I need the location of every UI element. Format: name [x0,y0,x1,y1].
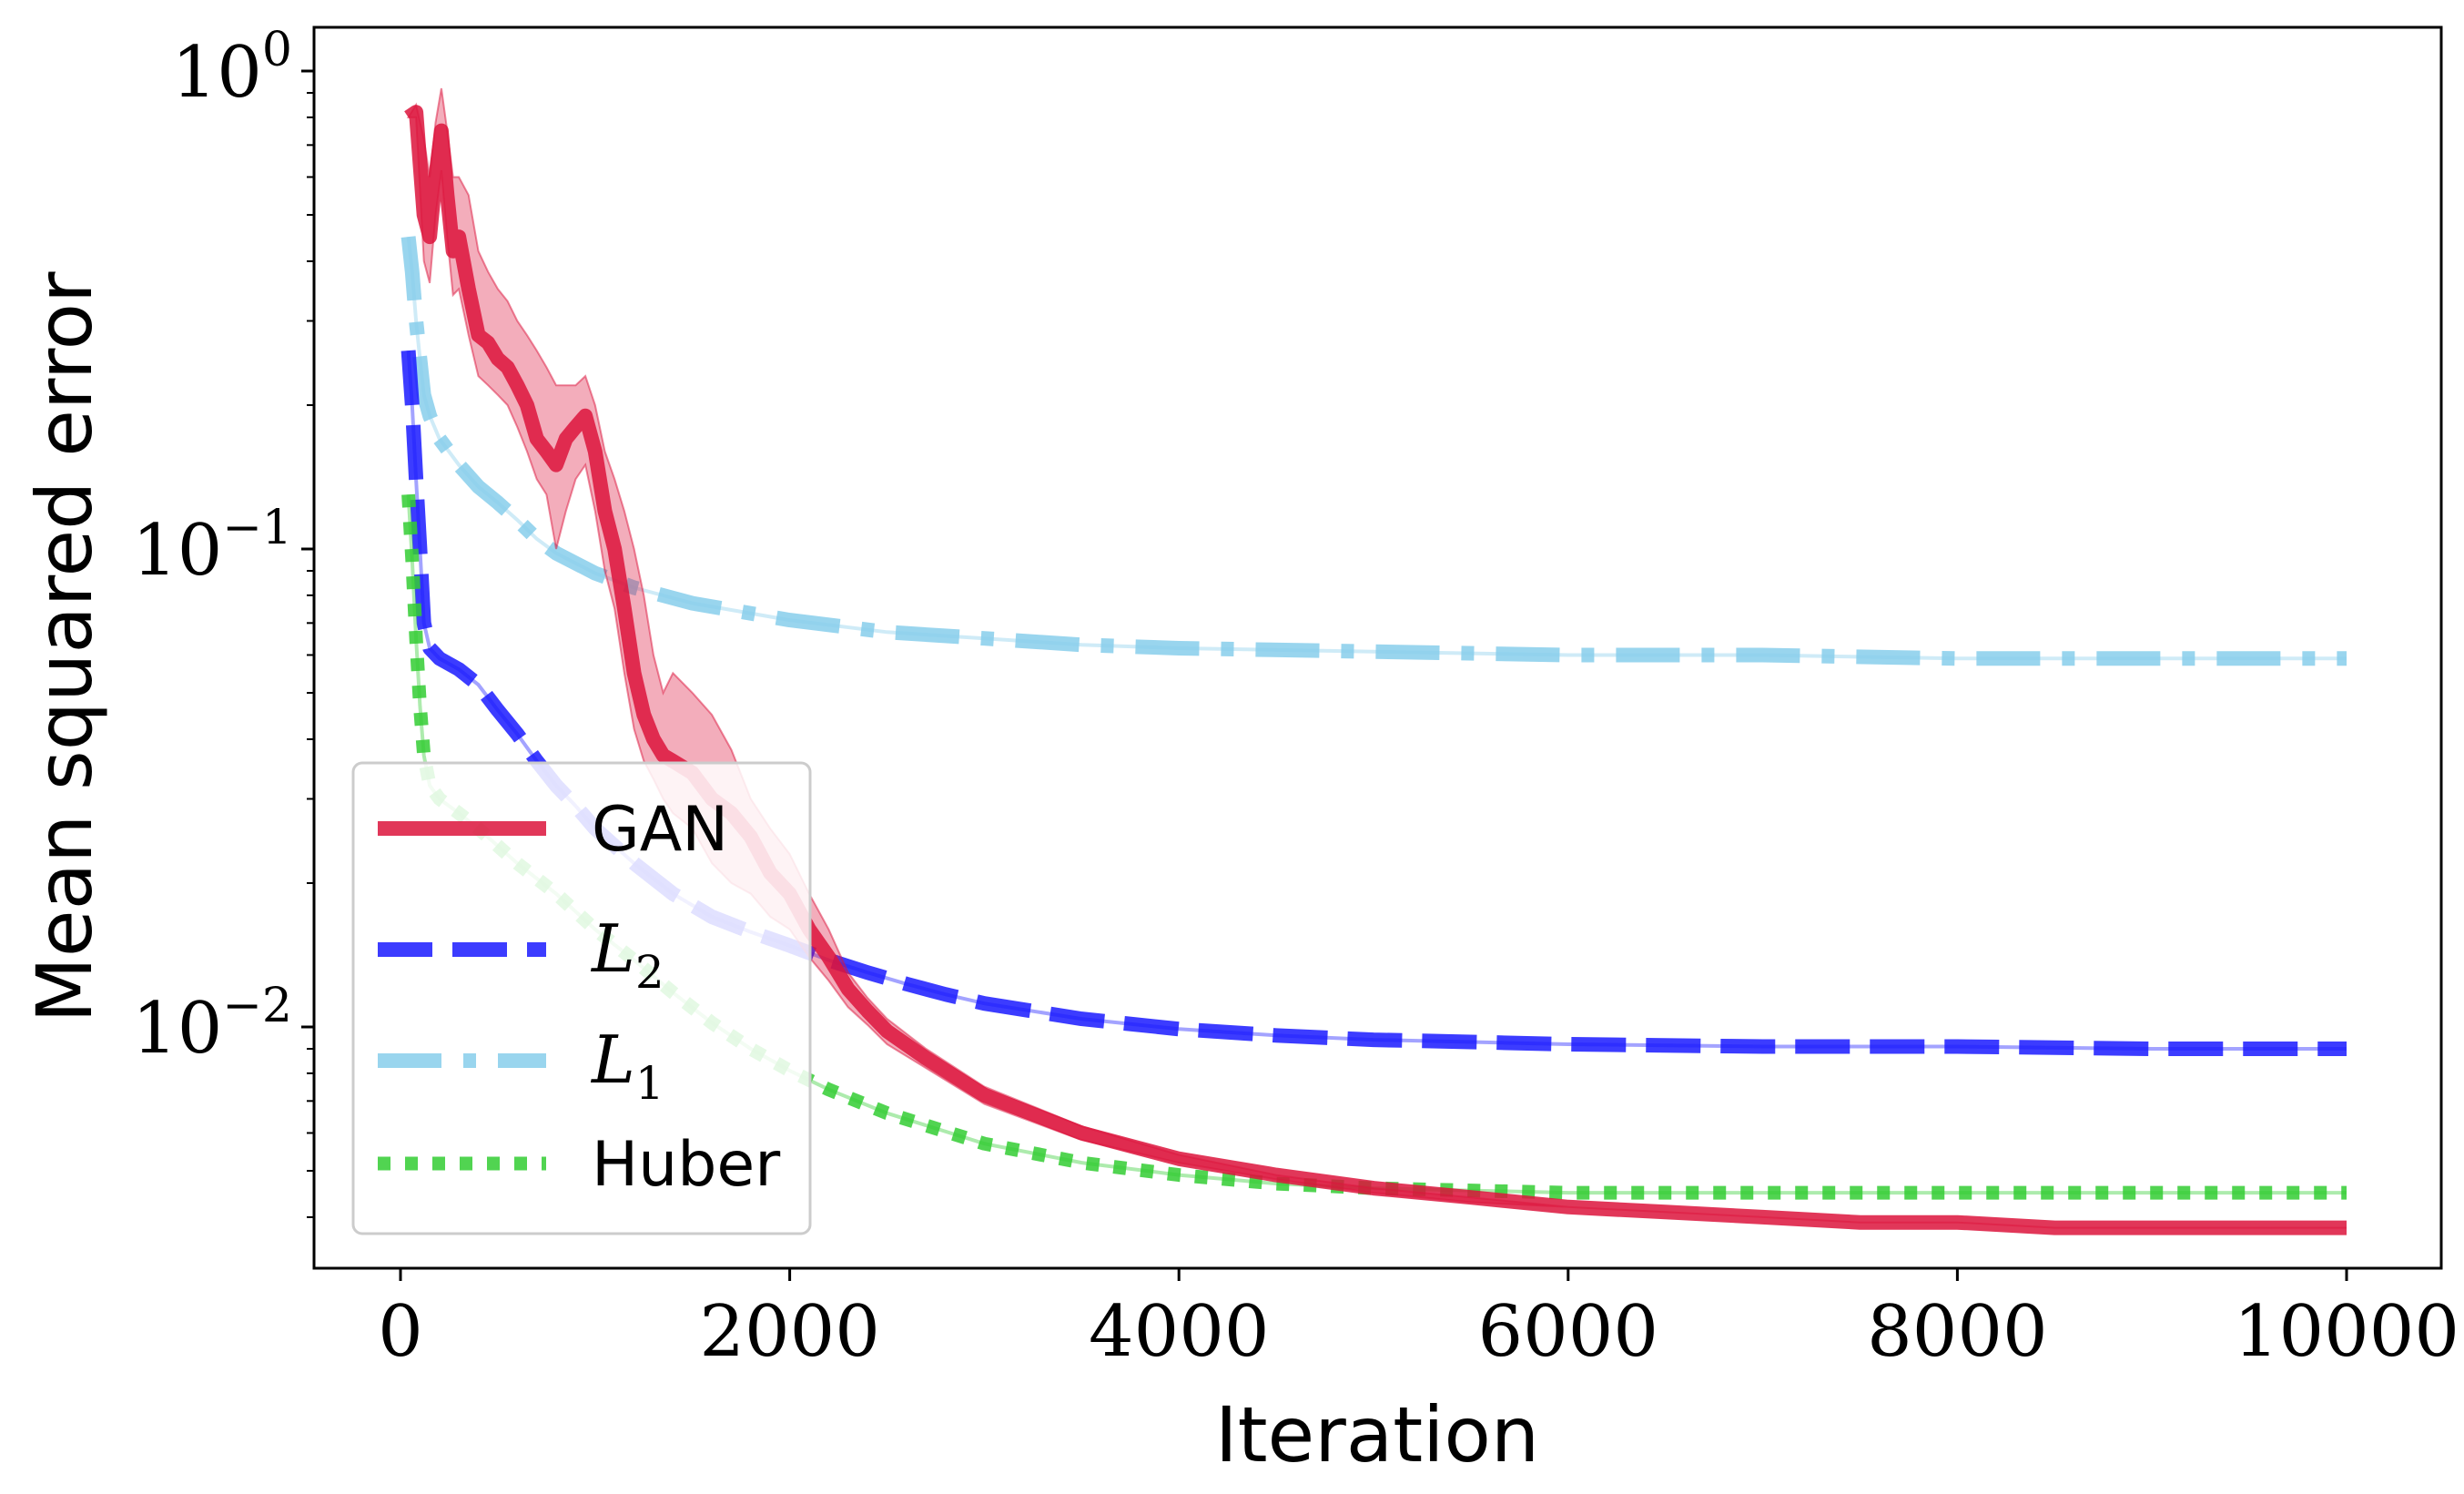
legend-label-text: L [590,1021,635,1098]
legend-label-subscript: 2 [635,946,664,999]
series-L1 [401,236,2347,666]
y-tick-exponent: 0 [262,23,292,77]
x-tick-label: 6000 [1478,1291,1659,1373]
x-tick-label: 2000 [699,1291,880,1373]
legend-label-subscript: 1 [635,1057,664,1110]
series-line-L1 [401,236,2347,666]
series-GAN [404,87,2347,1235]
legend-box [351,761,812,1235]
x-tick-label: 4000 [1089,1291,1270,1373]
axes-frame [312,25,2443,1270]
y-tick-base: 10 [132,510,222,592]
x-tick-label: 10000 [2234,1291,2459,1373]
legend-label-Huber: Huber [592,1129,780,1201]
legend-label-text: GAN [592,794,728,866]
legend-label-L2: L2 [590,910,664,999]
series-thin-L1 [406,236,2347,661]
x-axis: 0 2000 4000 6000 8000 10000 [378,1268,2459,1373]
legend-label-L1: L1 [590,1021,664,1110]
legend-label-GAN: GAN [592,794,728,866]
x-tick-label: 0 [378,1291,423,1373]
y-tick-label: 100 [172,23,292,114]
series-line-GAN [404,105,2347,1235]
y-tick-exponent: −1 [222,501,292,555]
legend-label-text: Huber [592,1129,780,1201]
y-tick-label: 10−1 [132,501,292,592]
y-tick-base: 10 [132,988,222,1070]
y-axis-title: Mean squared error [20,271,109,1023]
x-axis-title: Iteration [1215,1390,1539,1479]
x-tick-label: 8000 [1867,1291,2048,1373]
y-tick-base: 10 [172,32,262,114]
legend-label-text: L [590,910,635,987]
y-tick-exponent: −2 [222,979,292,1033]
series-band-GAN [406,87,2347,1229]
y-tick-label: 10−2 [132,979,292,1070]
